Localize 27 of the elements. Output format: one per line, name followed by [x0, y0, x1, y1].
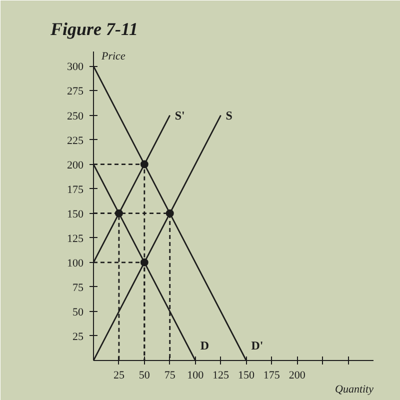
y-tick-label: 50	[72, 306, 84, 318]
x-tick-label: 150	[238, 370, 255, 382]
series-label: S	[226, 108, 233, 122]
y-tick-label: 125	[67, 232, 84, 245]
x-tick-label: 50	[138, 370, 150, 382]
y-tick-label: 300	[67, 61, 84, 74]
y-tick-label: 25	[72, 330, 84, 343]
y-tick-label: 200	[67, 159, 84, 172]
x-tick-label: 25	[113, 370, 125, 382]
x-tick-label: 75	[164, 370, 176, 382]
series-label: D	[200, 338, 210, 352]
x-tick-label: 100	[187, 370, 204, 382]
y-tick-label: 250	[67, 110, 84, 122]
y-tick-label: 275	[67, 86, 84, 98]
y-tick-label: 150	[67, 208, 84, 220]
x-tick-label: 175	[263, 370, 280, 382]
y-axis-title: Price	[100, 50, 126, 62]
y-tick-label: 175	[67, 184, 84, 196]
chart-title: Figure 7-11	[50, 19, 138, 39]
y-tick-label: 75	[72, 282, 84, 294]
series-label: D'	[251, 338, 264, 352]
x-tick-label: 200	[288, 370, 306, 382]
series-label: S'	[174, 108, 185, 122]
y-tick-label: 225	[67, 134, 84, 147]
x-tick-label: 125	[212, 370, 230, 382]
x-axis-title: Quantity	[335, 384, 374, 396]
y-tick-label: 100	[67, 257, 84, 270]
